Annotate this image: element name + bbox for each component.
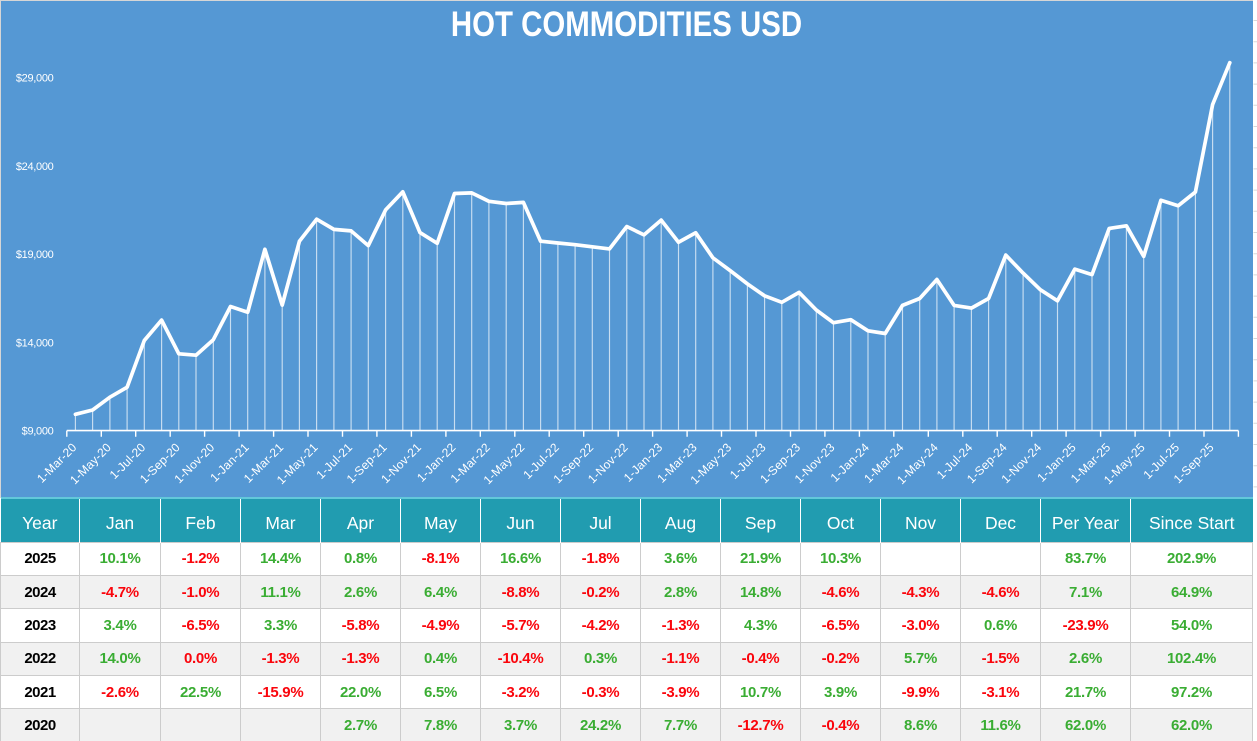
svg-text:$24,000: $24,000 [16, 161, 54, 173]
svg-text:$9,000: $9,000 [22, 426, 54, 438]
svg-text:$19,000: $19,000 [16, 249, 54, 261]
svg-text:$29,000: $29,000 [16, 73, 54, 85]
svg-text:$14,000: $14,000 [16, 338, 54, 350]
